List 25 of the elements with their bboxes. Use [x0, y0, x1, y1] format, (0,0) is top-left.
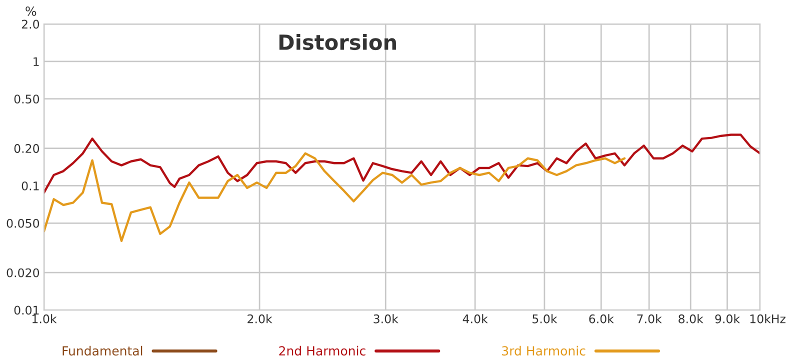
y-tick-label: 0.050 — [6, 218, 40, 228]
y-tick-label: 0.1 — [22, 181, 39, 190]
x-tick-label: 10k — [750, 314, 771, 324]
x-tick-label: 6.0k — [589, 314, 614, 324]
x-tick-label: 9.0k — [715, 314, 740, 324]
y-axis-title: % — [26, 6, 36, 16]
legend-label: 3rd Harmonic — [502, 346, 586, 356]
legend-label: Fundamental — [62, 346, 142, 356]
x-tick-label: 3.0k — [374, 314, 398, 324]
y-tick-label: 2.0 — [22, 20, 40, 29]
y-tick-label: 0.50 — [14, 94, 40, 104]
line-series — [44, 152, 626, 242]
y-tick-label: 1 — [34, 57, 39, 66]
x-tick-label: 1.0k — [32, 314, 57, 324]
y-tick-label: 0.20 — [14, 144, 40, 153]
x-tick-label: 7.0k — [637, 314, 662, 324]
y-tick-label: 0.020 — [6, 268, 40, 278]
x-axis-title: Hz — [772, 314, 786, 324]
legend-label: 2nd Harmonic — [279, 346, 366, 356]
x-tick-label: 8.0k — [678, 314, 704, 324]
y-tick-label: 0.01 — [14, 306, 39, 315]
x-tick-label: 4.0k — [462, 314, 488, 324]
chart-title: Distorsion — [279, 34, 396, 50]
x-tick-label: 2.0k — [248, 314, 272, 324]
x-tick-label: 5.0k — [532, 314, 558, 324]
